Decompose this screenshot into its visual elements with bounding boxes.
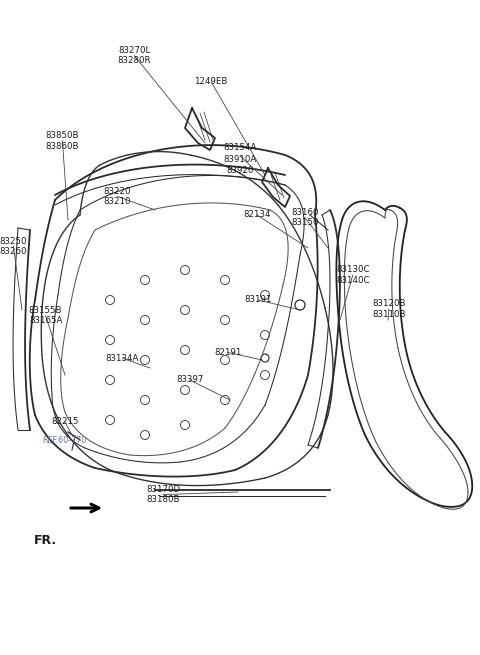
Text: 1249EB: 1249EB <box>194 77 228 86</box>
Text: 82215: 82215 <box>51 417 79 426</box>
Text: 83270L
83280R: 83270L 83280R <box>118 46 151 66</box>
Text: 83170D
83180B: 83170D 83180B <box>146 485 180 504</box>
Text: 83250
83260: 83250 83260 <box>0 236 27 256</box>
Text: 83397: 83397 <box>176 375 204 384</box>
Text: 83134A: 83134A <box>106 354 139 363</box>
Text: 83130C
83140C: 83130C 83140C <box>336 265 370 285</box>
Text: 83154A: 83154A <box>223 143 257 152</box>
Text: 82191: 82191 <box>214 348 242 357</box>
Text: 82134: 82134 <box>243 210 271 219</box>
Text: 83160
83150: 83160 83150 <box>291 208 319 227</box>
Text: 83191: 83191 <box>244 295 272 305</box>
Text: 83155B
83165A: 83155B 83165A <box>29 306 62 326</box>
Text: REF.60-770: REF.60-770 <box>43 436 87 445</box>
Text: 83850B
83860B: 83850B 83860B <box>46 131 79 151</box>
Text: FR.: FR. <box>34 534 57 547</box>
Text: 83220
83210: 83220 83210 <box>104 187 132 206</box>
Text: 83910A
83920: 83910A 83920 <box>223 155 257 175</box>
Text: 83120B
83110B: 83120B 83110B <box>372 299 406 319</box>
